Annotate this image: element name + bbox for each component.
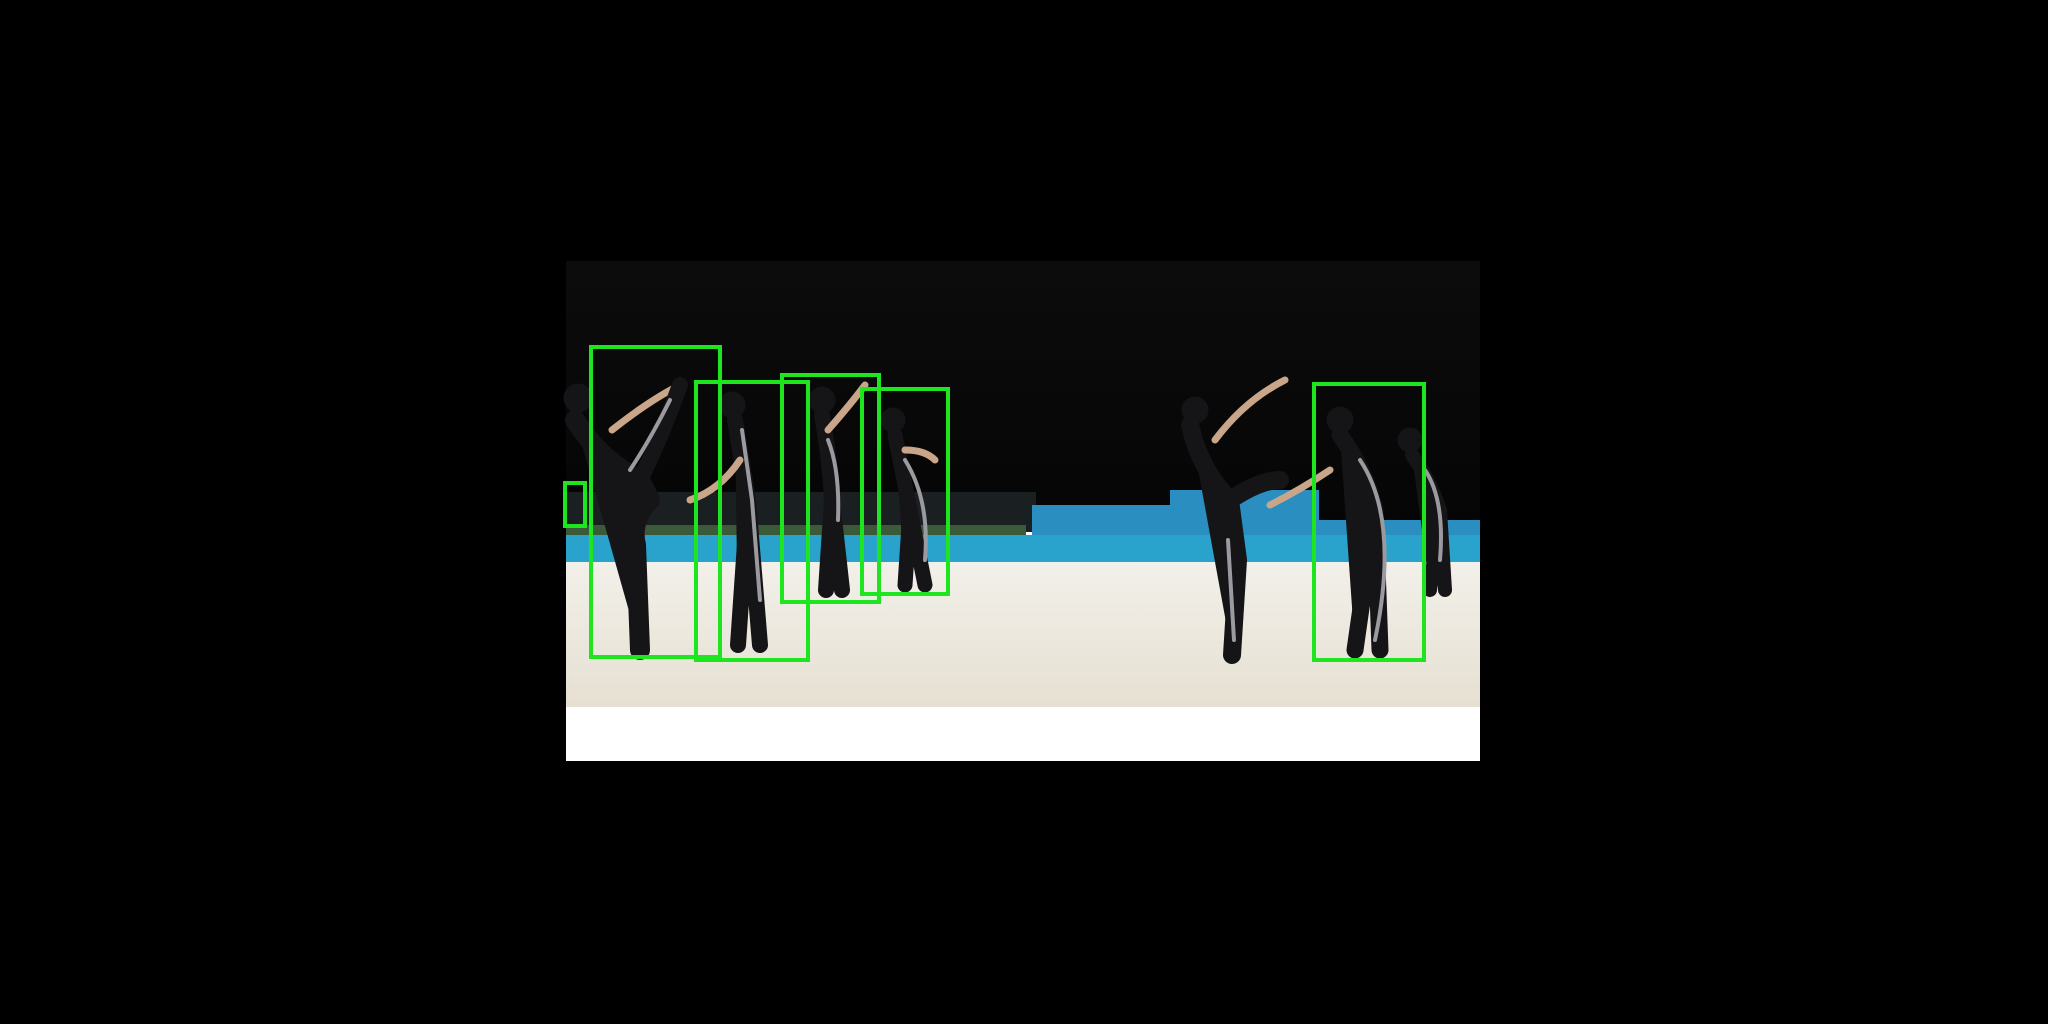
bounding-box [860, 387, 950, 596]
gymnast [808, 381, 869, 598]
shape [814, 407, 850, 598]
gymnasts [563, 376, 1452, 664]
shape [1226, 538, 1236, 642]
carpet-edge [566, 535, 1480, 565]
gymnast [1181, 376, 1289, 664]
shape [826, 438, 841, 522]
shape [727, 412, 768, 653]
shape [1181, 416, 1289, 664]
shape [1358, 458, 1387, 642]
photo [563, 261, 1480, 761]
shape [1266, 466, 1334, 509]
bounding-box [694, 380, 810, 662]
shape [887, 427, 933, 593]
gymnast [563, 377, 688, 660]
blue-platform [1032, 490, 1319, 545]
shape [903, 458, 928, 562]
floor [566, 562, 1480, 707]
gymnast [1397, 427, 1452, 597]
shape [1423, 468, 1443, 562]
shape [901, 446, 939, 464]
shape [632, 377, 688, 488]
shape [628, 398, 672, 472]
gymnast [686, 391, 768, 653]
shape [740, 428, 762, 602]
detection-boxes [563, 345, 1426, 662]
bounding-box [1312, 382, 1426, 662]
bounding-box [780, 373, 881, 604]
gymnast [1266, 406, 1389, 659]
shape [1211, 376, 1289, 444]
gymnast [880, 407, 939, 593]
bounding-box [589, 345, 722, 659]
shape [563, 383, 593, 413]
bounding-box [563, 481, 587, 528]
